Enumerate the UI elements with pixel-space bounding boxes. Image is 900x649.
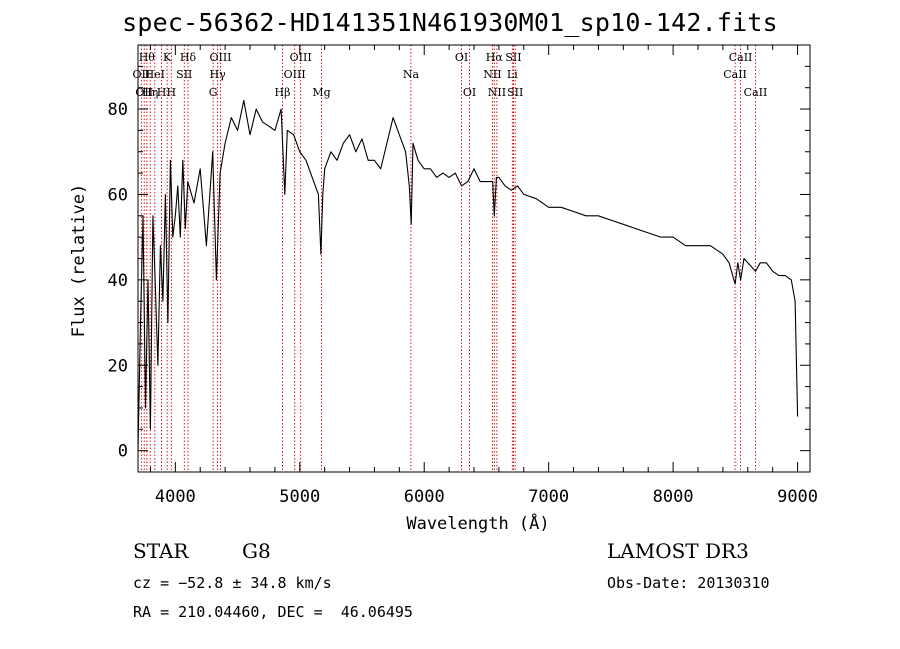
- redshift-readout: cz = −52.8 ± 34.8 km/s: [133, 574, 332, 592]
- spectral-line-label-21: Hα: [486, 51, 504, 64]
- series-spectrum: [137, 99, 799, 451]
- x-tick-label-6000: 6000: [404, 487, 445, 507]
- spectral-line-label-24: SII: [505, 51, 521, 64]
- spectral-line-label-15: OIII: [290, 51, 312, 64]
- spectral-line-label-19: OI: [463, 86, 476, 99]
- plot-axes: 4000 5000 6000 7000 8000 9000 0 20 40 60 80 Wavelen…: [69, 44, 818, 534]
- spectral-line-markers: [140, 45, 756, 472]
- spectral-line-label-22: NII: [488, 86, 506, 99]
- spectral-line-label-3: Hη: [142, 86, 158, 99]
- spectral-line-label-25: SII: [507, 86, 523, 99]
- spectral-line-label-26: CaII: [723, 68, 747, 81]
- spectral-line-label-11: Hγ: [210, 68, 227, 81]
- object-class: STAR: [133, 539, 189, 563]
- spectral-line-label-5: H: [157, 86, 167, 99]
- survey-name: LAMOST DR3: [607, 539, 749, 563]
- spectrum-series: [137, 99, 799, 451]
- spectral-line-label-0: OII: [133, 68, 151, 81]
- spectral-line-label-7: H: [167, 86, 177, 99]
- spectral-line-label-14: OIII: [284, 68, 306, 81]
- x-tick-label-5000: 5000: [279, 487, 320, 507]
- spectral-line-label-28: CaII: [744, 86, 768, 99]
- coordinates: RA = 210.04460, DEC = 46.06495: [133, 603, 413, 621]
- plot-frame: [137, 44, 811, 473]
- chart-title: spec-56362-HD141351N461930M01_sp10-142.f…: [122, 8, 778, 37]
- spectral-line-label-6: K: [163, 51, 172, 64]
- spectral-line-label-23: Li: [507, 68, 518, 81]
- spectral-line-labels: OIIOIIHθHηHeIHKHSIIHδGHγOIIIHβOIIIOIIIMg…: [133, 51, 768, 99]
- x-axis-label: Wavelength (Å): [406, 512, 549, 534]
- y-tick-label-80: 80: [108, 100, 128, 120]
- spectral-line-label-13: Hβ: [275, 86, 291, 99]
- spectral-line-label-4: HeI: [145, 68, 165, 81]
- spectral-line-label-18: OI: [455, 51, 468, 64]
- spectral-line-label-10: G: [209, 86, 218, 99]
- spectral-line-label-8: SII: [176, 68, 192, 81]
- spectral-line-label-12: OIII: [209, 51, 231, 64]
- y-axis-label: Flux (relative): [69, 184, 89, 338]
- spectral-line-label-27: CaII: [729, 51, 753, 64]
- x-tick-label-4000: 4000: [155, 487, 196, 507]
- x-tick-label-8000: 8000: [653, 487, 694, 507]
- x-tick-label-7000: 7000: [528, 487, 569, 507]
- spectral-line-label-20: NII: [483, 68, 501, 81]
- spectral-line-label-2: Hθ: [139, 51, 156, 64]
- spectral-line-label-17: Na: [403, 68, 420, 81]
- y-tick-label-60: 60: [108, 185, 128, 205]
- x-tick-label-9000: 9000: [777, 487, 818, 507]
- y-tick-label-20: 20: [108, 356, 128, 376]
- spectral-line-label-1: OII: [135, 86, 153, 99]
- obs-date: Obs-Date: 20130310: [607, 574, 770, 592]
- y-tick-label-0: 0: [118, 442, 128, 462]
- spectral-line-label-9: Hδ: [180, 51, 197, 64]
- y-tick-label-40: 40: [108, 271, 128, 291]
- spectral-subclass: G8: [242, 539, 271, 563]
- spectral-line-label-16: Mg: [312, 86, 330, 99]
